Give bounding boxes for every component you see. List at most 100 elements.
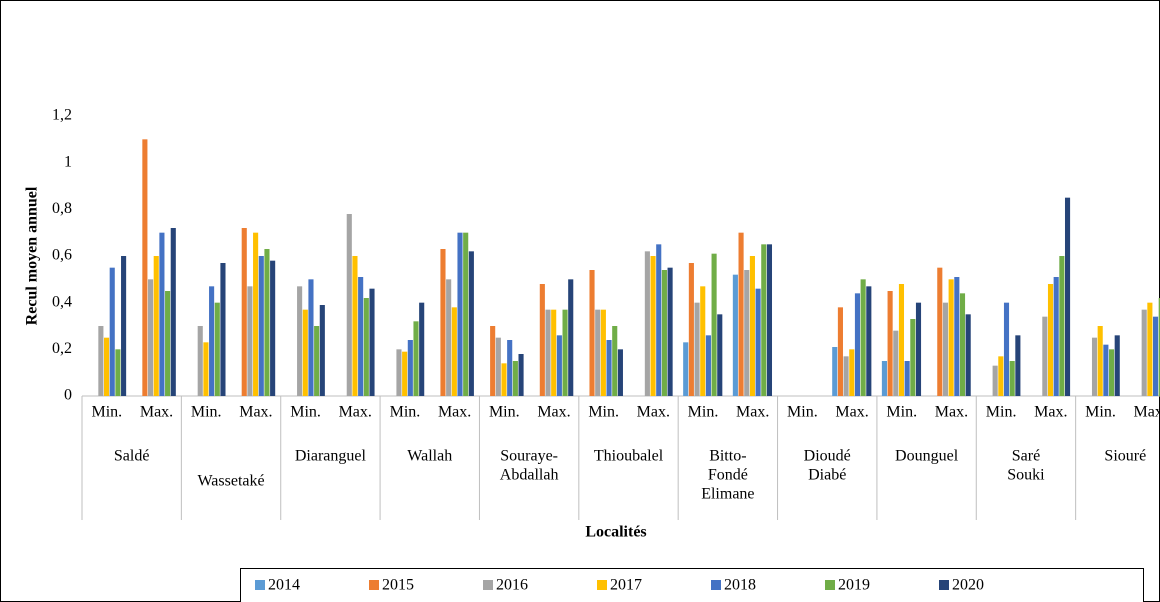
bar bbox=[612, 326, 618, 396]
group-label: Fondé bbox=[708, 467, 748, 484]
bar bbox=[656, 244, 662, 396]
bar bbox=[253, 232, 259, 396]
bar bbox=[1147, 302, 1153, 396]
bar bbox=[761, 244, 767, 396]
bar bbox=[568, 279, 574, 396]
bar bbox=[700, 286, 706, 396]
group-label: Wassetaké bbox=[197, 473, 264, 490]
bar bbox=[556, 335, 562, 396]
bar bbox=[1152, 316, 1159, 396]
bar bbox=[203, 342, 209, 396]
legend-label: 2018 bbox=[724, 577, 756, 594]
bar bbox=[854, 293, 861, 396]
bar bbox=[507, 340, 513, 396]
bar bbox=[667, 267, 673, 396]
bar bbox=[121, 256, 127, 396]
x-tick-label: Max. bbox=[736, 404, 769, 421]
bar bbox=[881, 361, 887, 396]
bar bbox=[518, 354, 524, 396]
bar bbox=[407, 340, 413, 396]
bar bbox=[352, 256, 358, 396]
bar bbox=[446, 279, 452, 396]
x-tick-label: Min. bbox=[290, 404, 321, 421]
x-tick-label: Min. bbox=[489, 404, 520, 421]
bar bbox=[297, 286, 303, 396]
group-label: Souki bbox=[1007, 467, 1045, 484]
bar bbox=[109, 267, 115, 396]
legend-label: 2016 bbox=[496, 577, 528, 594]
bar bbox=[220, 263, 226, 396]
bar bbox=[992, 365, 998, 396]
bar bbox=[396, 349, 402, 396]
group-label: Dounguel bbox=[895, 448, 959, 465]
bar bbox=[115, 349, 121, 396]
bar bbox=[363, 298, 369, 396]
bar bbox=[302, 309, 308, 396]
y-tick-label: 0,2 bbox=[52, 340, 72, 357]
group-label: Bitto- bbox=[709, 448, 746, 465]
bar bbox=[843, 356, 849, 396]
bar bbox=[1009, 361, 1015, 396]
group-label: Wallah bbox=[407, 448, 452, 465]
bar bbox=[1064, 197, 1071, 396]
group-label: Abdallah bbox=[500, 467, 559, 484]
group-label: Saldé bbox=[114, 448, 150, 465]
bar bbox=[319, 305, 325, 396]
bar bbox=[998, 356, 1004, 396]
x-tick-label: Max. bbox=[1133, 404, 1160, 421]
bar bbox=[1003, 302, 1010, 396]
bar bbox=[501, 363, 507, 396]
bar bbox=[159, 232, 165, 396]
bar bbox=[898, 284, 905, 396]
y-tick-label: 0,8 bbox=[52, 200, 72, 217]
bar bbox=[948, 279, 954, 396]
bar bbox=[451, 307, 457, 396]
bar bbox=[644, 251, 650, 396]
x-tick-label: Min. bbox=[1085, 404, 1116, 421]
x-axis-title: Localités bbox=[585, 524, 646, 541]
bar bbox=[1141, 309, 1147, 396]
bar bbox=[551, 309, 557, 396]
bar bbox=[766, 244, 773, 396]
bar bbox=[589, 270, 595, 396]
bar bbox=[849, 349, 855, 396]
legend-label: 2017 bbox=[610, 577, 642, 594]
legend-label: 2015 bbox=[382, 577, 414, 594]
bar bbox=[495, 337, 501, 396]
bar bbox=[308, 279, 314, 396]
y-tick-label: 1 bbox=[64, 153, 72, 170]
bar bbox=[1047, 284, 1054, 396]
bar bbox=[148, 279, 154, 396]
bar bbox=[153, 256, 159, 396]
bar bbox=[165, 291, 171, 396]
bar bbox=[937, 267, 943, 396]
x-tick-label: Min. bbox=[92, 404, 123, 421]
bar bbox=[413, 321, 419, 396]
x-tick-label: Min. bbox=[390, 404, 421, 421]
bar bbox=[468, 251, 474, 396]
bar bbox=[755, 288, 761, 396]
bar bbox=[942, 302, 949, 396]
bar bbox=[264, 249, 270, 396]
bar bbox=[904, 361, 910, 396]
bar bbox=[142, 139, 148, 397]
bar bbox=[595, 309, 601, 396]
legend-label: 2020 bbox=[952, 577, 984, 594]
group-label: Saré bbox=[1012, 448, 1040, 465]
bar bbox=[744, 270, 750, 396]
bar bbox=[170, 228, 176, 396]
bar bbox=[860, 279, 866, 396]
bar bbox=[104, 337, 110, 396]
bar bbox=[837, 307, 843, 396]
bar bbox=[314, 326, 320, 396]
bar bbox=[402, 351, 408, 396]
x-tick-label: Min. bbox=[688, 404, 719, 421]
y-tick-label: 0 bbox=[64, 387, 72, 404]
x-tick-label: Min. bbox=[787, 404, 818, 421]
legend-swatch bbox=[939, 580, 949, 590]
bar bbox=[711, 253, 717, 396]
group-label: Souraye- bbox=[500, 448, 558, 465]
group-label: Diaranguel bbox=[295, 448, 367, 465]
